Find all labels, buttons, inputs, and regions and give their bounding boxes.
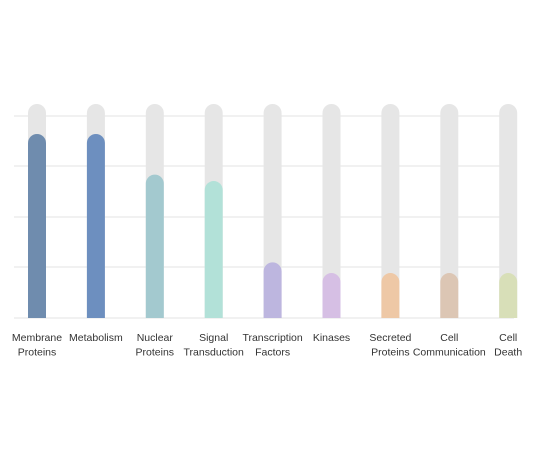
category-label: Metabolism (69, 332, 123, 344)
bar-track (440, 104, 459, 318)
category-label: Signal Transduction (184, 332, 244, 359)
bar (440, 273, 459, 318)
bar (204, 181, 223, 318)
bar (28, 133, 46, 318)
bar-track (381, 104, 400, 318)
bar (499, 273, 518, 318)
bar (322, 273, 341, 318)
category-label: Cell Death (494, 332, 522, 359)
bar-track (322, 104, 341, 318)
bar (381, 273, 400, 318)
category-label: Cell Communication (413, 332, 486, 359)
bars (28, 104, 518, 318)
bar (86, 133, 105, 318)
bar (263, 262, 282, 318)
category-label: Nuclear Proteins (136, 332, 175, 359)
bar-track (499, 104, 518, 318)
category-label: Kinases (313, 332, 350, 344)
category-label: Secreted Proteins (369, 332, 411, 359)
category-labels: Membrane Proteins Metabolism Nuclear Protein… (12, 332, 522, 359)
category-label: Transcription Factors (242, 332, 302, 359)
category-label: Membrane Proteins (12, 332, 62, 359)
bar (145, 174, 164, 318)
